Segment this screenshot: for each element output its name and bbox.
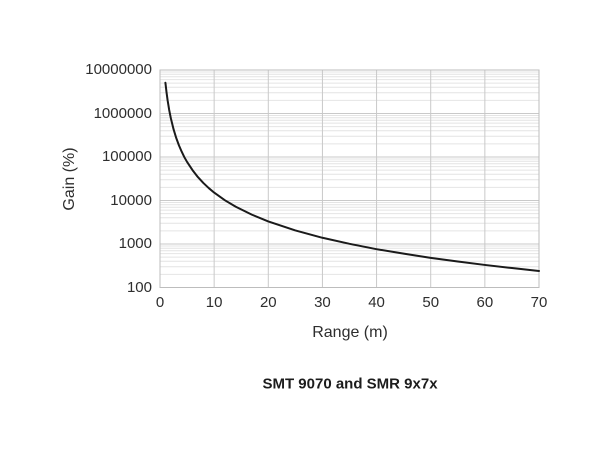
x-tick-label: 50 xyxy=(422,294,440,311)
x-tick-label: 20 xyxy=(259,294,277,311)
plot-frame xyxy=(159,69,540,288)
y-tick-label: 100000 xyxy=(101,148,152,166)
y-axis-title: Gain (%) xyxy=(61,147,78,211)
x-tick-label: 40 xyxy=(368,294,385,311)
chart-title: SMT 9070 and SMR 9x7x xyxy=(262,375,438,393)
x-tick-label: 70 xyxy=(530,294,548,311)
x-tick-label: 10 xyxy=(205,294,223,311)
y-tick-label: 1000 xyxy=(118,235,152,253)
x-tick-label: 60 xyxy=(476,294,494,311)
y-tick-label: 10000 xyxy=(110,191,152,209)
x-tick-label: 0 xyxy=(155,294,165,311)
gain-curve xyxy=(164,81,540,272)
x-tick-label: 30 xyxy=(314,294,331,311)
x-axis-title: Range (m) xyxy=(312,324,388,341)
y-tick-label: 1000000 xyxy=(93,104,152,122)
y-tick-label: 100 xyxy=(126,278,152,296)
y-tick-label: 10000000 xyxy=(85,61,152,79)
